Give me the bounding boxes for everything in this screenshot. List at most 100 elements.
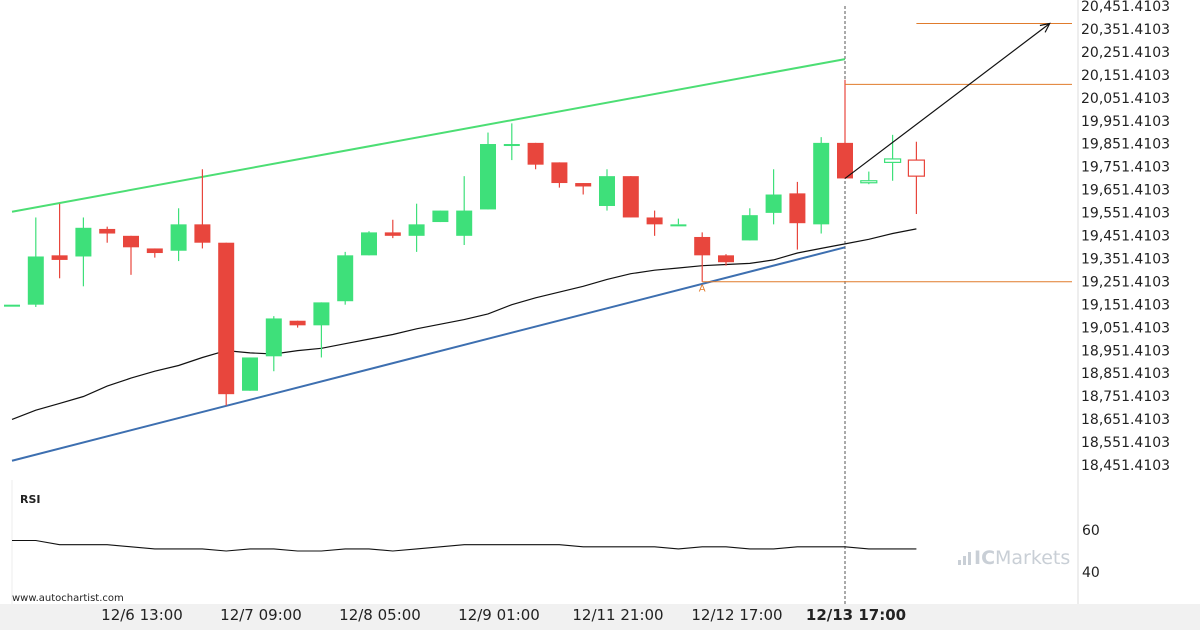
- candle: [4, 304, 20, 307]
- candle-body: [599, 176, 615, 206]
- time-tick-label: 12/9 01:00: [458, 606, 540, 624]
- price-tick-label: 19,651.4103: [1081, 183, 1170, 199]
- price-tick-label: 19,751.4103: [1081, 160, 1170, 176]
- moving-average-line: [11, 228, 917, 420]
- candle-body: [813, 142, 830, 225]
- candle: [527, 142, 544, 170]
- svg-text:ICMarkets: ICMarkets: [974, 547, 1070, 569]
- candle: [837, 79, 853, 179]
- price-tick-label: 19,251.4103: [1081, 274, 1170, 290]
- candle: [741, 208, 758, 241]
- candle: [694, 232, 711, 282]
- price-tick-label: 20,251.4103: [1081, 45, 1170, 61]
- candle-body-pending: [883, 158, 902, 163]
- price-tick-label: 19,851.4103: [1081, 137, 1170, 153]
- trend-lines: [11, 58, 917, 462]
- candle: [646, 210, 663, 236]
- candle-body: [789, 193, 806, 224]
- candle-body: [361, 232, 377, 256]
- candle: [384, 219, 401, 239]
- candle: [480, 132, 496, 210]
- candle-body: [242, 357, 258, 391]
- price-tick-label: 18,651.4103: [1081, 412, 1170, 428]
- candle: [337, 251, 354, 305]
- lower-trendline: [11, 246, 846, 462]
- price-tick-label: 19,551.4103: [1081, 206, 1170, 222]
- candle: [265, 316, 282, 372]
- candle-body: [146, 248, 163, 254]
- time-tick-label: 12/11 21:00: [572, 606, 663, 624]
- candle: [242, 357, 258, 391]
- candle: [575, 183, 592, 195]
- candle-body: [741, 215, 758, 241]
- candle: [361, 231, 377, 256]
- upper-trendline: [11, 58, 846, 213]
- candle-body: [51, 255, 68, 260]
- candle: [622, 176, 639, 218]
- brand-name-ic: IC: [974, 547, 995, 569]
- price-tick-label: 20,151.4103: [1081, 68, 1170, 84]
- candle: [432, 210, 449, 223]
- candle-body: [575, 183, 592, 187]
- candle-body: [551, 162, 568, 184]
- candle: [146, 248, 163, 258]
- price-tick-label: 20,051.4103: [1081, 91, 1170, 107]
- candle-body-pending: [907, 159, 926, 177]
- price-tick-label: 19,951.4103: [1081, 114, 1170, 130]
- candle-body: [75, 227, 92, 257]
- candle: [599, 169, 615, 211]
- price-tick-label: 18,951.4103: [1081, 343, 1170, 359]
- time-axis: 12/6 13:00 12/7 09:00 12/8 05:00 12/9 01:00…: [101, 606, 906, 624]
- candle-body: [313, 302, 330, 326]
- price-levels: A: [699, 22, 1072, 295]
- candle: [813, 137, 830, 234]
- price-axis: 20,451.4103 20,351.4103 20,251.4103 20,151.…: [1081, 0, 1170, 474]
- rsi-panel: RSI 60 40: [12, 493, 1100, 581]
- rsi-label: RSI: [20, 493, 41, 506]
- candle: [51, 203, 68, 279]
- candle-body: [289, 320, 306, 326]
- candle-body: [384, 232, 401, 236]
- candle: [408, 203, 425, 252]
- rsi-line: [12, 539, 917, 552]
- candle-body: [646, 217, 663, 225]
- brand-name-markets: Markets: [995, 547, 1070, 569]
- candle-body: [503, 144, 520, 147]
- candle-body: [622, 176, 639, 218]
- candle-body: [527, 142, 544, 165]
- candles: [4, 79, 926, 406]
- candle: [670, 218, 687, 227]
- candle: [551, 162, 568, 188]
- watermark-text: www.autochartist.com: [12, 593, 124, 604]
- candle-body-pending: [860, 180, 878, 184]
- brand-bars-icon: [958, 552, 971, 565]
- price-tick-label: 18,851.4103: [1081, 366, 1170, 382]
- candle-body: [408, 224, 425, 236]
- candle-body: [670, 224, 687, 227]
- candle: [218, 242, 235, 406]
- forecast-arrowhead-icon: [1039, 22, 1051, 33]
- price-tick-label: 19,351.4103: [1081, 251, 1170, 267]
- candle: [860, 171, 878, 185]
- candle-body: [837, 142, 853, 179]
- candle-body: [123, 235, 139, 248]
- candle-body: [456, 210, 473, 236]
- candle-body: [765, 194, 782, 213]
- price-tick-label: 19,051.4103: [1081, 320, 1170, 336]
- candle-body: [27, 256, 44, 305]
- candle: [718, 254, 734, 266]
- candle: [313, 302, 330, 358]
- candle-body: [480, 144, 496, 210]
- candle: [75, 217, 92, 287]
- candle-body: [432, 210, 449, 223]
- candle: [907, 141, 926, 215]
- candle: [289, 320, 306, 328]
- point-a-label: A: [699, 284, 706, 295]
- price-tick-label: 18,551.4103: [1081, 435, 1170, 451]
- candle-body: [99, 228, 116, 234]
- rsi-tick-label: 60: [1082, 523, 1100, 539]
- candle: [789, 181, 806, 250]
